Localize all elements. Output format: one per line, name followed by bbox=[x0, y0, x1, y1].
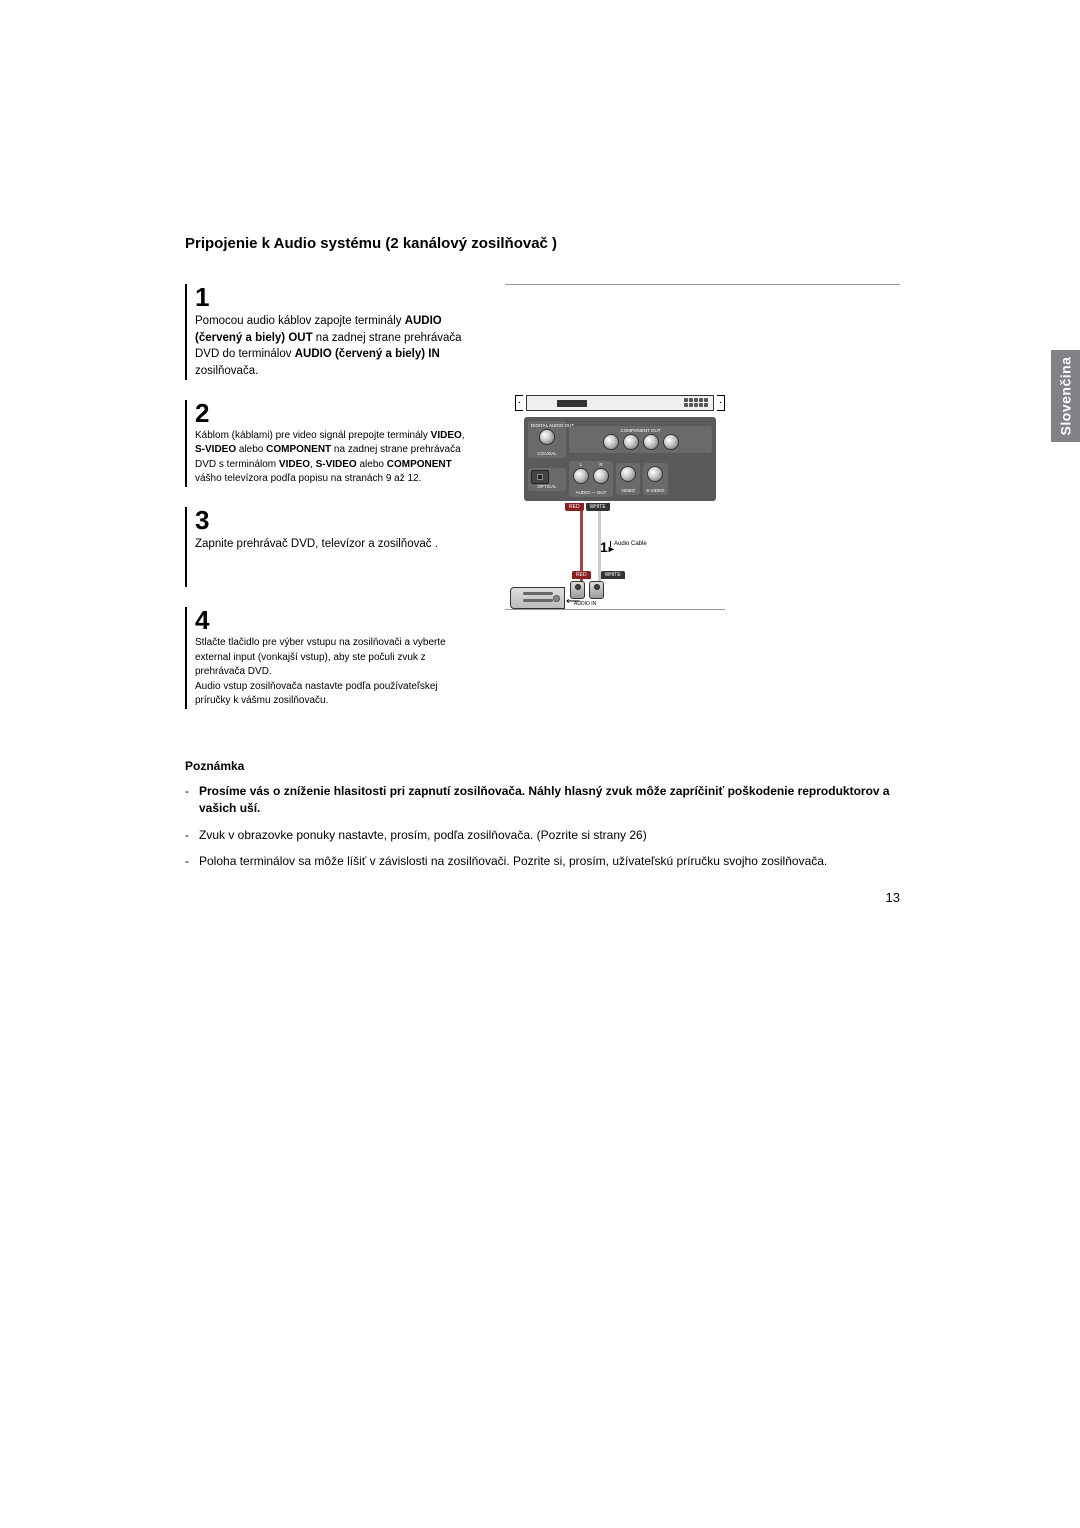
amp-arrow-icon: ⟵ bbox=[566, 596, 580, 607]
step-number: 2 bbox=[195, 400, 475, 426]
port-video bbox=[620, 466, 636, 482]
step-4: 4 Stlačte tlačidlo pre výber vstupu na zo… bbox=[185, 607, 475, 709]
port-optical bbox=[531, 470, 549, 484]
steps-column: 1 Pomocou audio káblov zapojte terminály … bbox=[185, 284, 475, 729]
label-red-top: RED bbox=[565, 503, 584, 511]
port-coaxial bbox=[539, 429, 555, 445]
port-component-4 bbox=[663, 434, 679, 450]
language-tab: Slovenčina bbox=[1051, 350, 1080, 442]
label-optical: OPTICAL bbox=[531, 484, 563, 489]
step-text: Pomocou audio káblov zapojte terminály A… bbox=[195, 313, 475, 380]
label-red-bottom: RED bbox=[572, 571, 591, 579]
port-svideo bbox=[647, 466, 663, 482]
label-audio: AUDIO bbox=[576, 490, 590, 495]
step-text: Zapnite prehrávač DVD, televízor a zosil… bbox=[195, 536, 475, 553]
divider-bottom bbox=[505, 609, 725, 610]
label-out: OUT bbox=[597, 490, 607, 495]
note-item: Zvuk v obrazovke ponuky nastavte, prosím… bbox=[185, 827, 900, 844]
port-component-2 bbox=[623, 434, 639, 450]
label-audio-cable: Audio Cable bbox=[610, 541, 647, 547]
label-coaxial: COAXIAL bbox=[531, 451, 563, 456]
amplifier-front bbox=[510, 587, 565, 609]
label-white-top: WHITE bbox=[586, 503, 610, 511]
note-item: Prosíme vás o zníženie hlasitosti pri za… bbox=[185, 783, 900, 818]
port-audio-l bbox=[573, 468, 589, 484]
amp-port-r bbox=[589, 581, 604, 599]
step-2: 2 Káblom (káblami) pre video signál prepo… bbox=[185, 400, 475, 487]
page-number: 13 bbox=[886, 890, 900, 905]
step-text: Káblom (káblami) pre video signál prepoj… bbox=[195, 429, 475, 487]
port-audio-r bbox=[593, 468, 609, 484]
step-number: 3 bbox=[195, 507, 475, 533]
step-1: 1 Pomocou audio káblov zapojte terminály … bbox=[185, 284, 475, 380]
dvd-rear-panel: DIGITAL AUDIO OUT COAXIAL COMPONENT OUT bbox=[524, 417, 716, 501]
step-number: 4 bbox=[195, 607, 475, 633]
step-text: Stlačte tlačidlo pre výber vstupu na zos… bbox=[195, 636, 475, 709]
port-component-3 bbox=[643, 434, 659, 450]
divider-top bbox=[505, 284, 900, 285]
label-svideo: S-VIDEO bbox=[646, 488, 665, 493]
port-component-1 bbox=[603, 434, 619, 450]
label-white-bottom: WHITE bbox=[601, 571, 625, 579]
label-video: VIDEO bbox=[619, 488, 637, 493]
notes-list: Prosíme vás o zníženie hlasitosti pri za… bbox=[185, 783, 900, 871]
connection-diagram: ▪ ▪ DIGITAL AUDIO OUT bbox=[515, 395, 725, 601]
page-title: Pripojenie k Audio systému (2 kanálový z… bbox=[185, 235, 900, 252]
label-digital-audio-out: DIGITAL AUDIO OUT bbox=[531, 423, 563, 428]
note-item: Poloha terminálov sa môže líšiť v závisl… bbox=[185, 853, 900, 870]
notes-heading: Poznámka bbox=[185, 759, 900, 773]
dvd-player-front: ▪ ▪ bbox=[515, 395, 725, 411]
step-3: 3 Zapnite prehrávač DVD, televízor a zosi… bbox=[185, 507, 475, 588]
step-number: 1 bbox=[195, 284, 475, 310]
